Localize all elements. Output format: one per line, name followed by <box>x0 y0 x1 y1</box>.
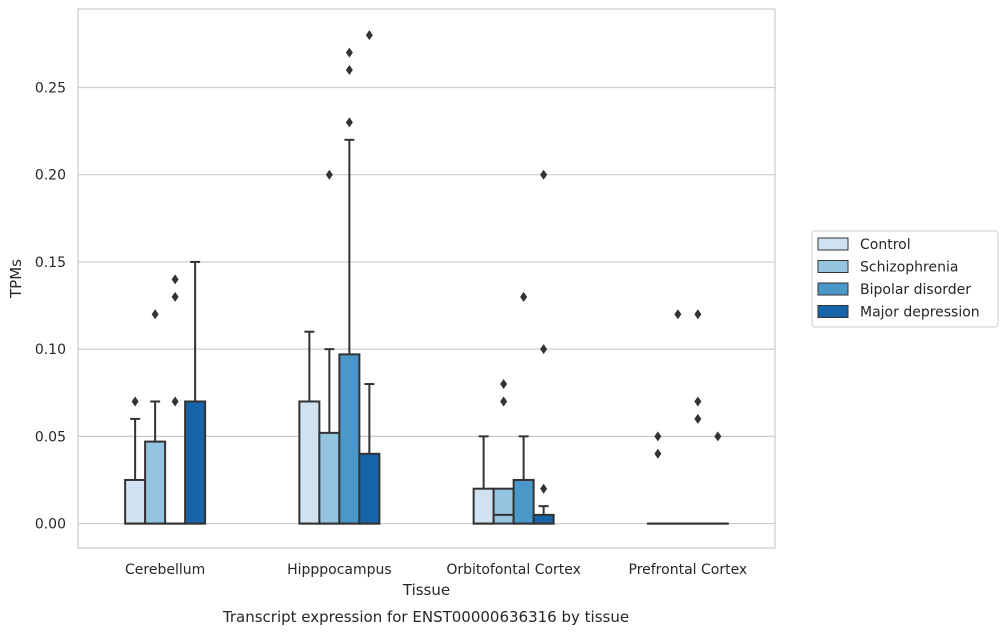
outlier-point <box>714 431 722 442</box>
box-major-depression <box>358 383 381 525</box>
outlier-point <box>171 291 179 302</box>
y-tick-label: 0.15 <box>35 255 66 271</box>
y-tick-label: 0.05 <box>35 429 66 445</box>
y-tick-label: 0.00 <box>35 517 66 533</box>
box-body <box>144 440 167 525</box>
box-control <box>472 435 495 525</box>
x-tick-label: Orbitofontal Cortex <box>446 562 581 578</box>
boxes <box>124 138 729 525</box>
box-body <box>472 487 495 525</box>
box-body <box>512 478 535 525</box>
outlier-point <box>540 344 548 355</box>
box-body <box>532 513 555 525</box>
legend-label: Bipolar disorder <box>860 282 971 298</box>
outlier-point <box>694 309 702 320</box>
legend: Control Schizophrenia Bipolar disorder Majo… <box>811 230 999 328</box>
outlier-point <box>365 30 373 41</box>
x-axis-label: Tissue <box>402 581 450 599</box>
x-tick-label: Prefrontal Cortex <box>629 562 748 578</box>
grid-lines <box>78 86 775 525</box>
box-body <box>492 487 515 525</box>
outlier-point <box>500 379 508 390</box>
outliers <box>131 30 722 494</box>
outlier-point <box>674 309 682 320</box>
plot-frame <box>77 8 776 549</box>
legend-label: Control <box>860 237 911 253</box>
outlier-point <box>694 396 702 407</box>
outlier-point <box>171 274 179 285</box>
box-bipolar-disorder <box>338 138 361 525</box>
box-major-depression <box>184 260 207 525</box>
y-tick-label: 0.25 <box>35 80 66 96</box>
outlier-point <box>345 65 353 76</box>
box-body <box>358 452 381 525</box>
outlier-point <box>325 169 333 180</box>
box-control <box>298 330 321 525</box>
outlier-point <box>694 413 702 424</box>
outlier-point <box>654 448 662 459</box>
x-tick-label: Cerebellum <box>125 562 205 578</box>
box-schizophrenia <box>144 400 167 525</box>
legend-frame <box>811 230 999 328</box>
box-body <box>338 353 361 525</box>
outlier-point <box>520 291 528 302</box>
legend-swatch <box>817 237 849 251</box>
chart-caption: Transcript expression for ENST0000063631… <box>222 608 629 626</box>
legend-swatch <box>817 282 849 296</box>
box-body <box>318 431 341 525</box>
box-major-depression <box>532 505 555 525</box>
outlier-point <box>540 169 548 180</box>
box-body <box>124 478 147 525</box>
y-tick-label: 0.20 <box>35 168 66 184</box>
y-axis-label: TPMs <box>7 259 25 299</box>
legend-swatch <box>817 305 849 318</box>
legend-label: Major depression <box>860 305 980 321</box>
outlier-point <box>500 396 508 407</box>
box-schizophrenia <box>318 348 341 525</box>
box-body <box>298 400 321 525</box>
box-control <box>124 417 147 525</box>
y-tick-labels: 0.00 0.05 0.10 0.15 0.20 0.25 <box>35 80 66 532</box>
outlier-point <box>345 117 353 128</box>
outlier-point <box>345 47 353 58</box>
outlier-point <box>151 309 159 320</box>
box-body <box>184 400 207 525</box>
box-schizophrenia <box>492 487 515 525</box>
outlier-point <box>171 396 179 407</box>
x-tick-labels: Cerebellum Hipppocampus Orbitofontal Corte… <box>125 562 747 578</box>
legend-label: Schizophrenia <box>860 260 958 276</box>
legend-swatch <box>817 260 849 273</box>
outlier-point <box>654 431 662 442</box>
outlier-point <box>131 396 139 407</box>
box-bipolar-disorder <box>512 435 535 525</box>
y-tick-label: 0.10 <box>35 342 66 358</box>
outlier-point <box>540 483 548 494</box>
x-tick-label: Hipppocampus <box>287 562 392 578</box>
